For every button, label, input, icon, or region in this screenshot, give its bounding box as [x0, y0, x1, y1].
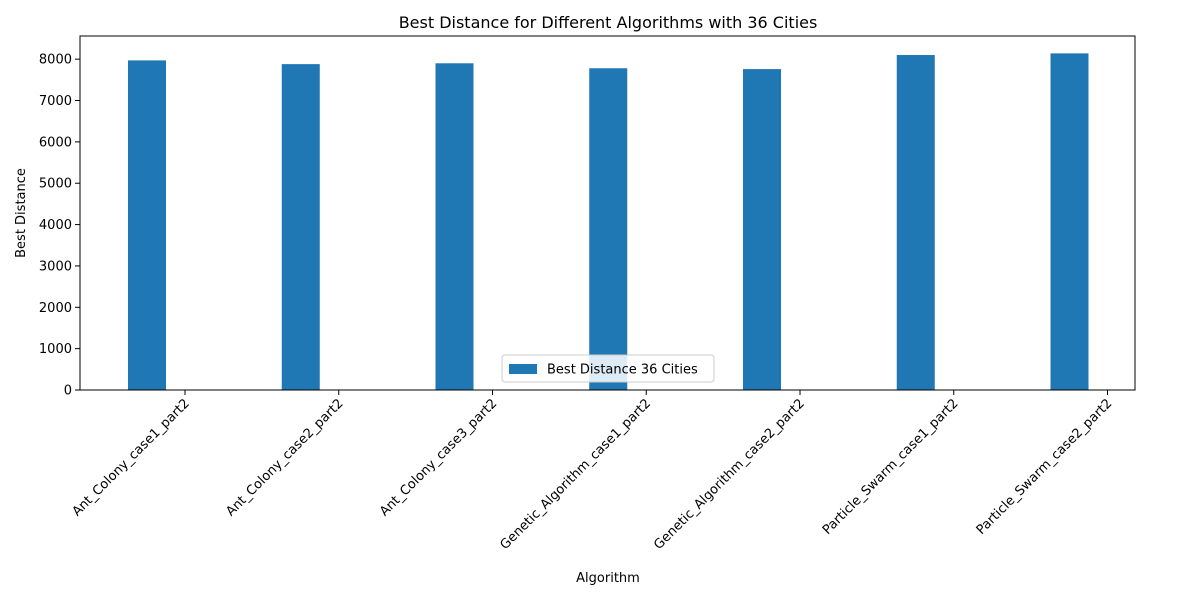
y-tick-label: 8000: [39, 53, 72, 68]
bar: [743, 69, 781, 391]
x-tick-label: Particle_Swarm_case1_part2: [820, 396, 962, 538]
bar: [128, 60, 166, 390]
legend-label: Best Distance 36 Cities: [547, 363, 698, 378]
y-tick-label: 7000: [39, 94, 72, 109]
y-tick-label: 0: [64, 384, 72, 399]
bar: [281, 64, 320, 391]
x-tick-label: Genetic_Algorithm_case2_part2: [651, 396, 808, 553]
legend: Best Distance 36 Cities: [501, 354, 715, 383]
legend-swatch: [509, 364, 537, 374]
y-tick-label: 4000: [39, 218, 72, 233]
bar: [896, 55, 935, 390]
x-tick-label: Ant_Colony_case3_part2: [377, 396, 500, 519]
axes-frame: [79, 35, 1136, 391]
y-tick-label: 1000: [39, 342, 72, 357]
x-tick-label: Ant_Colony_case2_part2: [223, 396, 346, 519]
x-axis-label: Algorithm: [576, 571, 640, 586]
x-tick-label: Ant_Colony_case1_part2: [70, 396, 193, 519]
y-tick-label: 2000: [39, 301, 72, 316]
x-tick-label: Genetic_Algorithm_case1_part2: [498, 396, 655, 553]
plot-area: 0 1000 2000 3000 4000 5000 6000 7000 8000 Ant_Col…: [39, 35, 1136, 553]
y-tick-label: 6000: [39, 135, 72, 150]
x-tick-label: Particle_Swarm_case2_part2: [974, 396, 1116, 538]
y-axis-label: Best Distance: [14, 168, 29, 258]
chart-title: Best Distance for Different Algorithms w…: [399, 13, 818, 32]
y-tick-label: 3000: [39, 259, 72, 274]
y-tick-label: 5000: [39, 177, 72, 192]
bar: [435, 63, 474, 390]
bar: [589, 68, 628, 390]
legend-box: [501, 354, 715, 383]
bar: [1050, 53, 1089, 390]
